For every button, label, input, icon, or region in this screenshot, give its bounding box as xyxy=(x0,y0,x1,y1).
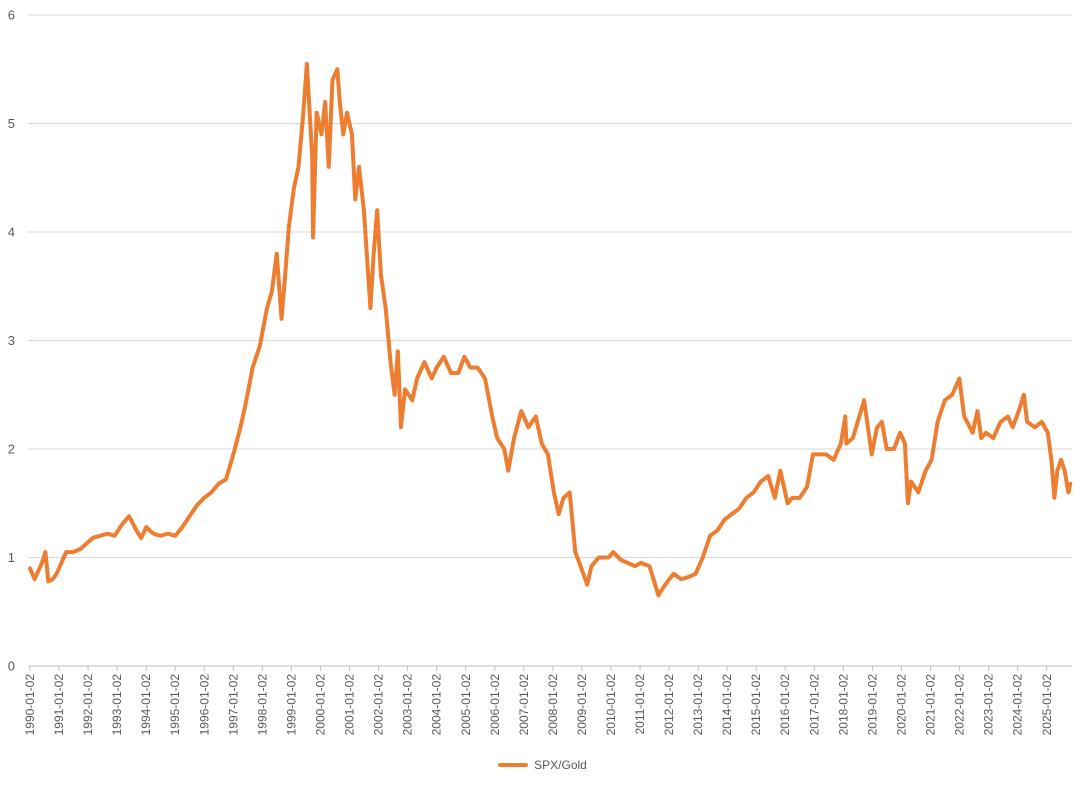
x-tick-label: 2019-01-02 xyxy=(865,674,879,736)
x-tick-label: 2010-01-02 xyxy=(604,674,618,736)
x-tick-label: 2011-01-02 xyxy=(633,674,647,735)
x-tick-label: 1998-01-02 xyxy=(255,674,269,736)
y-tick-label: 3 xyxy=(8,333,15,348)
x-tick-label: 1993-01-02 xyxy=(110,674,124,736)
x-tick-label: 2008-01-02 xyxy=(546,674,560,736)
y-tick-label: 4 xyxy=(8,225,15,240)
series-line-0 xyxy=(28,61,1073,598)
x-tick-label: 1996-01-02 xyxy=(197,674,211,736)
x-tick-label: 2017-01-02 xyxy=(807,674,821,736)
x-tick-label: 2018-01-02 xyxy=(836,674,850,736)
y-axis-ticks: 0 1 2 3 4 5 6 xyxy=(8,8,15,674)
x-tick-label: 2023-01-02 xyxy=(982,674,996,736)
legend: SPX/Gold xyxy=(0,758,1085,772)
x-tick-label: 1997-01-02 xyxy=(226,674,240,736)
x-tick-label: 1991-01-02 xyxy=(52,674,66,736)
x-tick-label: 1995-01-02 xyxy=(168,674,182,736)
x-tick-label: 2025-01-02 xyxy=(1040,674,1054,736)
x-tick-label: 2016-01-02 xyxy=(778,674,792,736)
x-axis-ticks: 1990-01-02 1991-01-02 1992-01-02 1993-01-02… xyxy=(23,666,1054,735)
x-tick-label: 2024-01-02 xyxy=(1011,674,1025,736)
x-tick-label: 2009-01-02 xyxy=(575,674,589,736)
x-tick-label: 1999-01-02 xyxy=(284,674,298,736)
gridlines xyxy=(28,14,1072,667)
series-layer xyxy=(28,61,1073,598)
x-tick-label: 1990-01-02 xyxy=(23,674,37,736)
x-tick-label: 2015-01-02 xyxy=(749,674,763,736)
x-tick-label: 2012-01-02 xyxy=(662,674,676,736)
x-tick-label: 2022-01-02 xyxy=(953,674,967,736)
x-tick-label: 2001-01-02 xyxy=(343,674,357,736)
x-tick-label: 2013-01-02 xyxy=(691,674,705,736)
y-tick-label: 1 xyxy=(8,550,15,565)
x-tick-label: 2003-01-02 xyxy=(401,674,415,736)
x-tick-label: 2014-01-02 xyxy=(720,674,734,736)
legend-swatch xyxy=(498,763,529,767)
x-tick-label: 1992-01-02 xyxy=(81,674,95,736)
y-tick-label: 2 xyxy=(8,442,15,457)
legend-label: SPX/Gold xyxy=(534,758,587,772)
y-tick-label: 0 xyxy=(8,659,15,674)
x-tick-label: 2005-01-02 xyxy=(459,674,473,736)
x-tick-label: 1994-01-02 xyxy=(139,674,153,736)
x-tick-label: 2020-01-02 xyxy=(894,674,908,736)
y-tick-label: 6 xyxy=(8,8,15,23)
x-tick-label: 2000-01-02 xyxy=(313,674,327,736)
x-tick-label: 2021-01-02 xyxy=(924,674,938,736)
x-tick-label: 2007-01-02 xyxy=(517,674,531,736)
y-tick-label: 5 xyxy=(8,116,15,131)
x-tick-label: 2002-01-02 xyxy=(372,674,386,736)
x-tick-label: 2006-01-02 xyxy=(488,674,502,736)
x-tick-label: 2004-01-02 xyxy=(430,674,444,736)
